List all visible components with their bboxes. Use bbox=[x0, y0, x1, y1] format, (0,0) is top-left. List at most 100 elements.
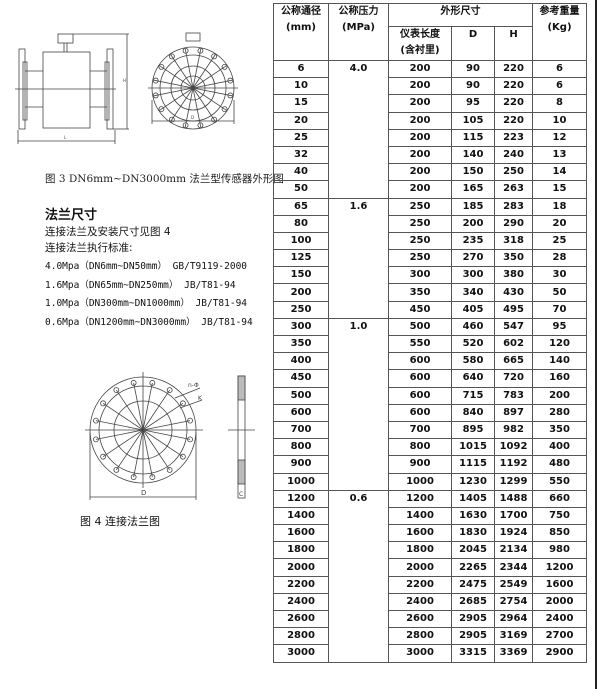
cell-d: 165 bbox=[451, 180, 495, 199]
cell-weight: 200 bbox=[532, 386, 587, 405]
spoke-line bbox=[192, 79, 233, 89]
bolt-hole bbox=[182, 122, 189, 129]
cell-dn: 350 bbox=[273, 334, 329, 354]
cell-d: 185 bbox=[451, 197, 495, 216]
cell-d: 2905 bbox=[451, 609, 495, 629]
cell-dn: 25 bbox=[273, 128, 329, 147]
cell-weight: 980 bbox=[532, 541, 587, 560]
cell-h: 220 bbox=[494, 94, 533, 113]
table-row: 65 1.6 250 185 283 18 bbox=[273, 197, 587, 319]
spoke-line bbox=[192, 87, 233, 97]
cell-weight: 2700 bbox=[532, 627, 587, 646]
cell-h: 220 bbox=[494, 77, 533, 96]
cell-d: 235 bbox=[451, 231, 495, 251]
cell-dn: 700 bbox=[273, 420, 329, 440]
bolt-hole bbox=[166, 387, 173, 393]
cell-length: 1000 bbox=[388, 472, 452, 491]
table-row: 3000 3000 3315 3369 2900 bbox=[273, 644, 587, 663]
cell-pressure: 1.6 bbox=[328, 197, 389, 319]
spoke-line bbox=[102, 429, 144, 457]
cell-length: 2800 bbox=[388, 627, 452, 646]
flange-line-1: 连接法兰及安装尺寸见图 4 bbox=[45, 226, 171, 238]
bolt-hole bbox=[227, 77, 234, 84]
table-row: 700 700 895 982 350 bbox=[273, 420, 587, 440]
dimension-table: 公称通径 (mm) 公称压力 (MPa) 外形尺寸 参考重量 (Kg) 仪表长度 (含衬… bbox=[273, 2, 587, 663]
cell-weight: 28 bbox=[532, 249, 587, 268]
cell-length: 200 bbox=[388, 59, 452, 79]
cell-dn: 15 bbox=[273, 94, 329, 113]
table-row: 32 200 140 240 13 bbox=[273, 145, 587, 165]
cell-h: 263 bbox=[494, 180, 533, 199]
bolt-hole bbox=[211, 116, 218, 123]
cell-dn: 40 bbox=[273, 163, 329, 182]
figure4-caption: 图 4 连接法兰图 bbox=[80, 515, 160, 528]
header-dims: 外形尺寸 bbox=[388, 2, 533, 28]
diameter-label: D bbox=[191, 115, 194, 120]
cell-d: 460 bbox=[451, 317, 495, 337]
cell-weight: 2000 bbox=[532, 592, 587, 612]
cell-length: 600 bbox=[388, 352, 452, 371]
bolt-hole bbox=[100, 453, 106, 460]
height-label: H bbox=[123, 78, 126, 83]
cell-d: 580 bbox=[451, 352, 495, 371]
table-row: 50 200 165 263 15 bbox=[273, 180, 587, 199]
spoke-line bbox=[142, 429, 153, 478]
cell-h: 982 bbox=[494, 420, 533, 440]
cell-length: 200 bbox=[388, 128, 452, 147]
sensor-front-view bbox=[148, 32, 238, 130]
cell-dn: 50 bbox=[273, 180, 329, 199]
table-row: 400 600 580 665 140 bbox=[273, 352, 587, 371]
spoke-line bbox=[142, 382, 153, 431]
spoke-line bbox=[133, 429, 144, 478]
cell-h: 1488 bbox=[494, 489, 533, 508]
cell-length: 300 bbox=[388, 266, 452, 285]
header-length: 仪表长度 (含衬里) bbox=[388, 26, 452, 61]
cell-length: 550 bbox=[388, 334, 452, 354]
spoke-line bbox=[102, 403, 144, 431]
table-row: 150 300 300 380 30 bbox=[273, 266, 587, 285]
spoke-line bbox=[142, 429, 170, 471]
bolt-hole bbox=[187, 436, 193, 443]
bolt-hole bbox=[152, 92, 159, 99]
cell-length: 700 bbox=[388, 420, 452, 440]
cell-weight: 10 bbox=[532, 111, 587, 130]
cell-h: 380 bbox=[494, 266, 533, 285]
flange-standard-2: 1.6Mpa（DN65mm~DN250mm） JB/T81-94 bbox=[45, 280, 236, 291]
cell-h: 547 bbox=[494, 317, 533, 337]
cell-dn: 10 bbox=[273, 77, 329, 96]
cell-weight: 13 bbox=[532, 145, 587, 165]
cell-d: 640 bbox=[451, 369, 495, 388]
cell-h: 2134 bbox=[494, 541, 533, 560]
bolt-hole bbox=[211, 53, 218, 60]
table-row: 1800 1800 2045 2134 980 bbox=[273, 541, 587, 560]
cell-d: 140 bbox=[451, 145, 495, 165]
bolt-hole bbox=[130, 380, 137, 386]
cell-h: 223 bbox=[494, 128, 533, 147]
spoke-line bbox=[95, 420, 144, 431]
cell-length: 1600 bbox=[388, 524, 452, 543]
spoke-line bbox=[192, 87, 216, 122]
cell-dn: 600 bbox=[273, 403, 329, 422]
cell-length: 200 bbox=[388, 111, 452, 130]
cell-dn: 2200 bbox=[273, 575, 329, 594]
cell-dn: 300 bbox=[273, 317, 329, 337]
cell-h: 240 bbox=[494, 145, 533, 165]
cell-weight: 280 bbox=[532, 403, 587, 422]
bolt-hole bbox=[221, 63, 228, 70]
table-row: 250 450 405 495 70 bbox=[273, 300, 587, 319]
cell-length: 350 bbox=[388, 283, 452, 302]
flange-line-2: 连接法兰执行标准: bbox=[45, 242, 133, 254]
cell-d: 715 bbox=[451, 386, 495, 405]
cell-h: 1924 bbox=[494, 524, 533, 543]
cell-d: 2265 bbox=[451, 558, 495, 577]
cell-weight: 25 bbox=[532, 231, 587, 251]
page-border bbox=[595, 0, 597, 689]
table-row: 20 200 105 220 10 bbox=[273, 111, 587, 130]
cell-d: 405 bbox=[451, 300, 495, 319]
bolt-hole bbox=[187, 417, 193, 424]
cell-weight: 550 bbox=[532, 472, 587, 491]
flange-standard-1: 4.0Mpa（DN6mm~DN50mm） GB/T9119-2000 bbox=[45, 261, 248, 272]
cell-weight: 750 bbox=[532, 506, 587, 526]
table-row: 15 200 95 220 8 bbox=[273, 94, 587, 113]
cell-dn: 2000 bbox=[273, 558, 329, 577]
